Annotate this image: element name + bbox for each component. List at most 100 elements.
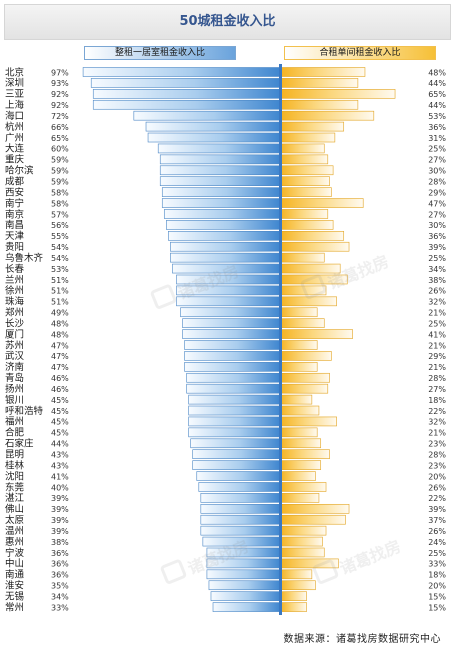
value-label-left: 49% [51, 309, 69, 318]
category-label: 西安 [5, 186, 24, 198]
bar-left [92, 99, 281, 110]
category-label: 武汉 [5, 350, 25, 362]
bar-right [279, 143, 325, 154]
bar-right [279, 383, 329, 394]
value-label-left: 93% [51, 79, 69, 88]
bar-left [90, 78, 281, 88]
value-label-left: 46% [51, 374, 69, 383]
data-source-note: 数据来源：诸葛找房数据研究中心 [283, 634, 441, 645]
category-label: 上海 [5, 99, 25, 111]
value-label-right: 23% [428, 440, 446, 449]
bar-left [161, 198, 281, 208]
value-label-left: 45% [51, 407, 69, 416]
value-label-right: 21% [428, 309, 446, 318]
value-label-left: 39% [51, 494, 69, 503]
bar-left [206, 569, 281, 580]
value-label-right: 39% [428, 243, 446, 252]
value-label-left: 43% [51, 451, 69, 460]
value-label-left: 34% [51, 592, 69, 601]
bar-right [279, 449, 330, 460]
bar-right [279, 514, 346, 525]
category-label: 银川 [5, 394, 24, 406]
bar-right [279, 89, 396, 99]
value-label-left: 51% [51, 276, 69, 285]
bar-left [166, 220, 281, 230]
bar-right [279, 154, 329, 165]
bar-left [184, 340, 281, 350]
value-label-right: 30% [428, 221, 446, 230]
center-axis-line [279, 64, 282, 615]
bar-right [279, 438, 322, 449]
bar-right [279, 78, 359, 88]
bar-left [188, 427, 281, 438]
bar-right [279, 165, 334, 176]
bar-left [192, 460, 281, 470]
category-label: 重庆 [5, 154, 25, 166]
bar-right [279, 176, 330, 186]
bar-right [279, 209, 329, 219]
value-label-right: 18% [428, 571, 446, 580]
value-label-right: 37% [428, 516, 446, 525]
value-label-right: 22% [428, 494, 446, 503]
category-label: 宁波 [5, 547, 25, 559]
value-label-right: 26% [428, 483, 446, 492]
value-label-right: 28% [428, 178, 446, 187]
bar-left [133, 110, 281, 121]
category-label: 福州 [5, 416, 24, 428]
bar-right [279, 405, 320, 416]
value-label-right: 18% [428, 396, 446, 405]
bar-right [279, 602, 307, 612]
value-label-right: 25% [428, 549, 446, 558]
category-label: 惠州 [5, 536, 24, 548]
bar-right [279, 394, 313, 405]
category-label: 湛江 [5, 493, 25, 504]
bar-left [159, 165, 281, 176]
value-label-right: 33% [428, 560, 446, 569]
category-label: 呼和浩特 [5, 405, 44, 417]
category-label: 昆明 [5, 450, 24, 461]
category-label: 厦门 [5, 328, 24, 340]
value-label-right: 53% [428, 112, 446, 121]
category-label: 海口 [5, 110, 24, 122]
value-label-right: 38% [428, 276, 446, 285]
legend-right-series: 合租单间租金收入比 [284, 46, 436, 60]
bar-left [192, 449, 281, 460]
value-label-right: 25% [428, 319, 446, 328]
bar-right [279, 121, 345, 132]
bar-right [279, 198, 364, 208]
bar-left [212, 602, 281, 612]
chart-title: 50城租金收入比 [179, 14, 276, 29]
bar-right [279, 416, 337, 427]
category-label: 成都 [5, 176, 25, 188]
category-label: 三亚 [5, 89, 25, 100]
value-label-left: 33% [51, 603, 69, 612]
value-label-right: 27% [428, 385, 446, 394]
value-label-right: 34% [428, 265, 446, 274]
bar-right [279, 67, 366, 77]
category-label: 苏州 [5, 339, 24, 351]
category-label: 珠海 [5, 296, 25, 308]
category-label: 济南 [5, 361, 24, 373]
value-label-left: 44% [51, 440, 69, 449]
bar-left [182, 329, 281, 339]
category-label: 石家庄 [5, 438, 34, 450]
bar-right [279, 362, 318, 372]
value-label-left: 97% [51, 68, 69, 77]
category-label: 温州 [5, 526, 24, 537]
category-label: 郑州 [5, 307, 24, 319]
value-label-left: 59% [51, 167, 69, 176]
bar-left [210, 591, 281, 601]
category-label: 乌鲁木齐 [5, 252, 44, 264]
bar-left [208, 580, 281, 591]
bar-right [279, 503, 350, 514]
value-label-left: 46% [51, 385, 69, 394]
value-label-right: 20% [428, 582, 446, 591]
bar-left [200, 514, 281, 525]
category-label: 南通 [5, 569, 25, 581]
value-label-right: 28% [428, 374, 446, 383]
category-label: 南昌 [5, 219, 24, 231]
value-label-right: 28% [428, 451, 446, 460]
value-label-right: 20% [428, 472, 446, 481]
value-label-right: 27% [428, 156, 446, 165]
